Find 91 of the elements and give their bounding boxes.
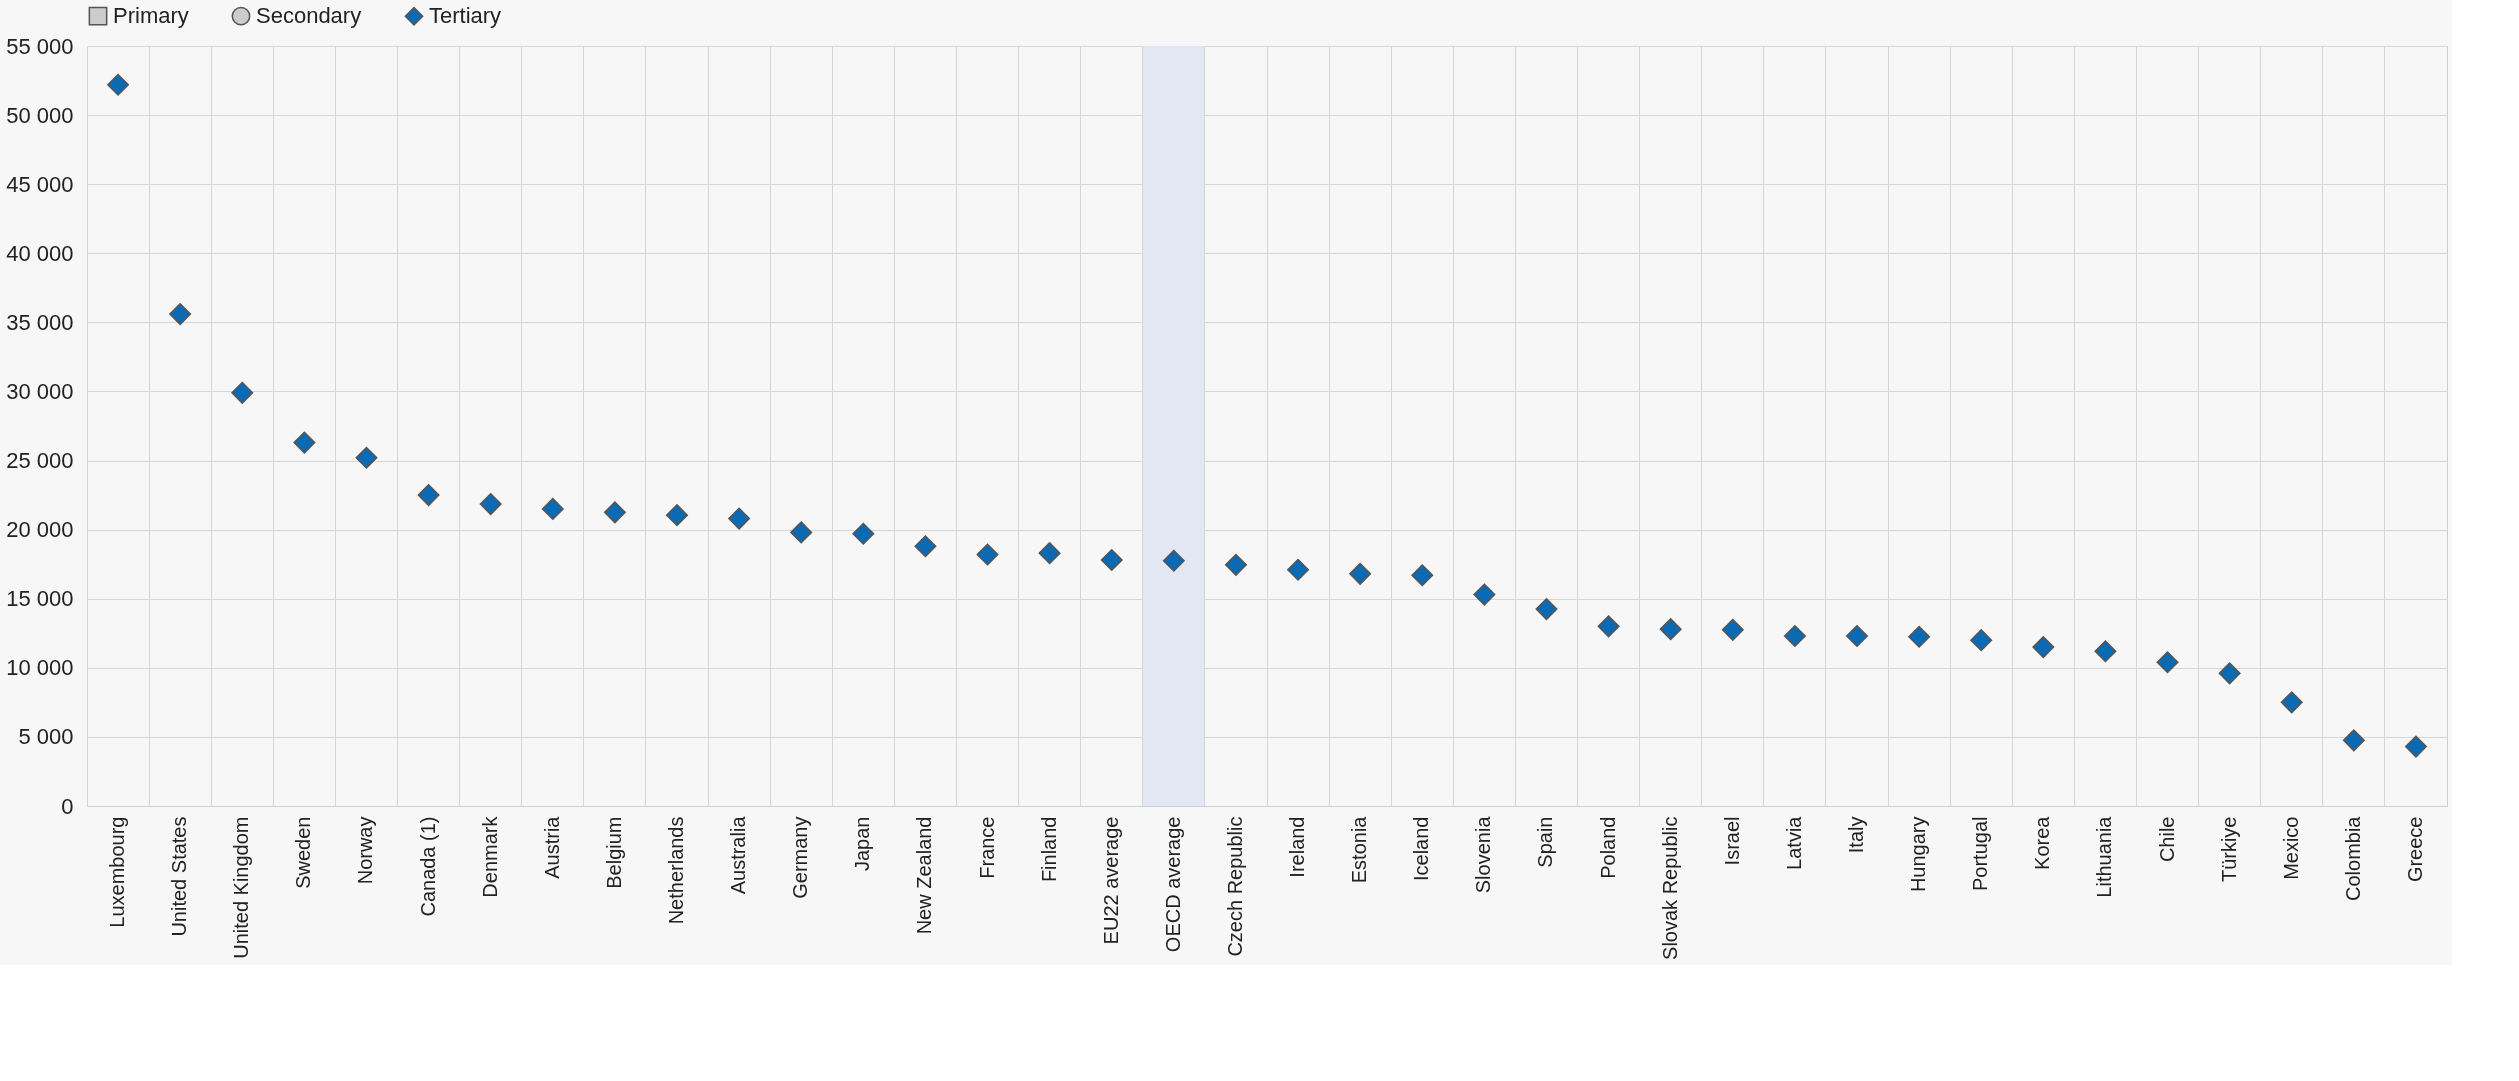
point <box>2404 735 2427 758</box>
point <box>2280 691 2303 714</box>
x-tick-label: Mexico <box>2279 816 2302 880</box>
point <box>1162 549 1185 572</box>
y-tick-label: 30 000 <box>6 378 74 404</box>
point <box>1224 553 1247 576</box>
point <box>2156 651 2179 674</box>
x-tick-label: Korea <box>2031 815 2054 870</box>
x-tick-label: Finland <box>1037 816 1060 883</box>
y-tick-label: 45 000 <box>6 171 74 197</box>
x-tick-label: Belgium <box>602 816 625 889</box>
point <box>541 497 564 520</box>
x-tick-label: Israel <box>1720 816 1743 866</box>
point <box>790 521 813 544</box>
x-tick-label: Hungary <box>1907 816 1930 893</box>
y-tick-label: 5 000 <box>18 724 74 750</box>
y-tick-label: 0 <box>61 793 74 819</box>
point <box>1783 625 1806 648</box>
y-tick-label: 25 000 <box>6 448 74 474</box>
point <box>1659 618 1682 641</box>
x-tick-label: Norway <box>354 816 377 885</box>
x-tick-label: Ireland <box>1286 816 1309 878</box>
point <box>976 543 999 566</box>
legend-label: Secondary <box>256 3 362 29</box>
point <box>1535 598 1558 621</box>
point <box>1287 558 1310 581</box>
x-tick-label: Netherlands <box>665 816 687 925</box>
point <box>2032 636 2055 659</box>
point <box>417 484 440 507</box>
point <box>1970 629 1993 652</box>
x-tick-label: Chile <box>2155 816 2178 863</box>
x-tick-label: EU22 average <box>1099 816 1122 945</box>
point <box>603 501 626 524</box>
y-tick-label: 55 000 <box>6 33 74 59</box>
x-tick-label: Sweden <box>292 816 315 889</box>
point <box>169 303 192 326</box>
point <box>852 522 875 545</box>
point <box>2218 662 2241 685</box>
x-tick-label: Poland <box>1596 816 1619 879</box>
point <box>1721 618 1744 641</box>
legend-label: Primary <box>113 3 189 29</box>
x-tick-label: Slovak Republic <box>1658 816 1681 960</box>
x-tick-label: Iceland <box>1410 816 1433 881</box>
x-tick-label: Germany <box>789 816 812 899</box>
y-tick-label: 50 000 <box>6 102 74 128</box>
x-tick-label: Japan <box>851 816 874 871</box>
y-tick-label: 35 000 <box>6 309 74 335</box>
point <box>1597 615 1620 638</box>
legend-label: Tertiary <box>429 3 502 29</box>
y-tick-label: 40 000 <box>6 240 74 266</box>
x-tick-label: Austria <box>540 815 563 879</box>
x-tick-label: Denmark <box>478 815 501 898</box>
x-tick-label: United Kingdom <box>230 816 253 959</box>
x-tick-label: Greece <box>2403 816 2426 883</box>
point <box>1038 542 1061 565</box>
x-tick-label: Luxembourg <box>106 816 129 928</box>
x-tick-label: New Zealand <box>913 816 936 935</box>
point <box>2342 729 2365 752</box>
point <box>355 446 378 469</box>
x-tick-label: Portugal <box>1969 816 1992 891</box>
point <box>1411 564 1434 587</box>
y-tick-label: 20 000 <box>6 517 74 543</box>
point <box>1846 625 1868 648</box>
point <box>231 381 254 404</box>
x-tick-label: Czech Republic <box>1223 816 1246 957</box>
point <box>666 504 688 527</box>
x-tick-label: Türkiye <box>2217 816 2240 883</box>
x-tick-label: Australia <box>727 815 750 895</box>
x-tick-label: Spain <box>1534 816 1557 868</box>
x-tick-label: Slovenia <box>1472 815 1495 894</box>
x-tick-label: Canada (1) <box>416 816 439 917</box>
point <box>1100 549 1123 572</box>
x-tick-label: Estonia <box>1348 815 1371 884</box>
point <box>728 507 751 530</box>
point <box>2094 640 2117 663</box>
x-tick-label: Colombia <box>2341 815 2364 901</box>
point <box>914 535 937 558</box>
point <box>1908 625 1931 648</box>
point <box>1349 562 1372 585</box>
x-tick-label: United States <box>168 816 191 937</box>
y-tick-label: 10 000 <box>6 655 74 681</box>
x-tick-label: Lithuania <box>2093 815 2116 898</box>
point <box>1473 583 1496 606</box>
x-tick-label: France <box>975 816 998 879</box>
x-tick-label: OECD average <box>1161 816 1184 953</box>
point <box>293 431 316 454</box>
point <box>107 73 130 96</box>
point <box>479 493 502 516</box>
x-tick-label: Latvia <box>1782 815 1805 870</box>
y-tick-label: 15 000 <box>6 586 74 612</box>
x-tick-label: Italy <box>1845 816 1867 854</box>
